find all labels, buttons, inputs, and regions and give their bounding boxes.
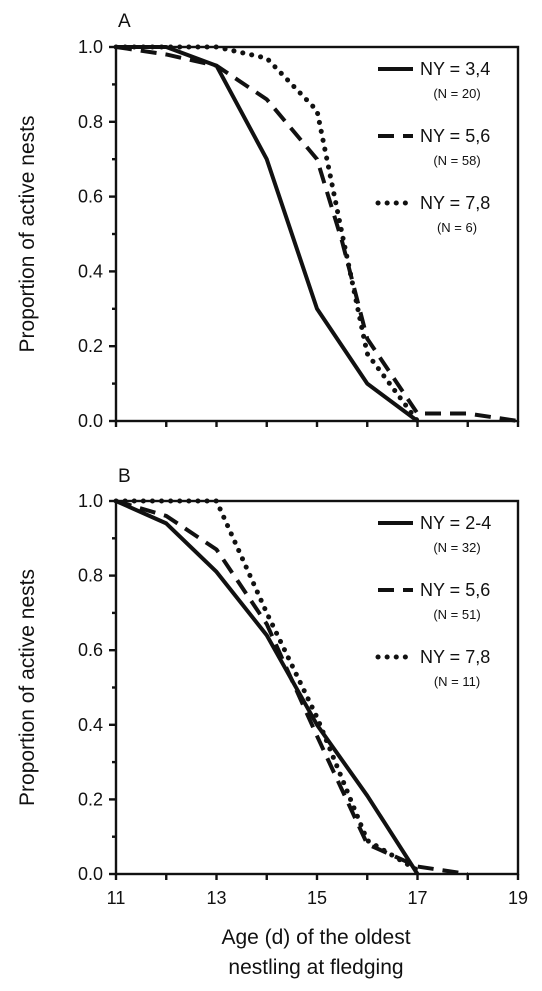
legend-sample-size: (N = 11) xyxy=(434,674,480,689)
series-line-dotted xyxy=(113,44,420,424)
y-axis-title: Proportion of active nests xyxy=(16,116,39,353)
legend-sample-size: (N = 20) xyxy=(433,86,480,101)
y-tick-label: 0.2 xyxy=(78,789,103,809)
legend-sample-size: (N = 58) xyxy=(433,153,480,168)
y-tick-label: 0.6 xyxy=(78,187,103,207)
legend-label: NY = 7,8 xyxy=(420,193,490,213)
series-line-solid xyxy=(116,45,419,423)
y-tick-label: 0.0 xyxy=(78,864,103,884)
y-tick-label: 0.8 xyxy=(78,566,103,586)
y-tick-label: 0.8 xyxy=(78,112,103,132)
legend-label: NY = 5,6 xyxy=(420,126,490,146)
plot-frame xyxy=(114,45,520,423)
legend-sample-size: (N = 6) xyxy=(437,220,477,235)
y-tick-label: 0.0 xyxy=(78,411,103,431)
y-tick-label: 0.2 xyxy=(78,336,103,356)
series-line-dashed xyxy=(115,45,519,423)
series-line-dotted xyxy=(113,498,420,873)
plot-frame xyxy=(114,499,520,876)
x-tick-label: 15 xyxy=(307,888,327,908)
y-tick-label: 0.4 xyxy=(78,715,103,735)
y-tick-label: 1.0 xyxy=(78,491,103,511)
legend-label: NY = 3,4 xyxy=(420,59,490,79)
x-tick-label: 13 xyxy=(206,888,226,908)
legend-label: NY = 7,8 xyxy=(420,647,490,667)
legend-label: NY = 5,6 xyxy=(420,580,490,600)
series-line-dashed xyxy=(115,499,469,876)
panel-letter: A xyxy=(118,11,131,32)
panel-a: A Proportion of active nests 0.0 0.2 0.4 0.6 0… xyxy=(16,11,520,431)
panel-letter: B xyxy=(118,466,131,487)
y-tick-label: 0.6 xyxy=(78,640,103,660)
panel-b: B Proportion of active nests 0.0 0.2 0.4 0.6 0… xyxy=(16,466,528,908)
legend-sample-size: (N = 32) xyxy=(433,540,480,555)
legend-sample-size: (N = 51) xyxy=(433,607,480,622)
x-axis-title-line1: Age (d) of the oldest xyxy=(221,926,410,949)
legend-label: NY = 2-4 xyxy=(420,513,491,533)
y-axis-title: Proportion of active nests xyxy=(16,569,39,806)
y-tick-label: 1.0 xyxy=(78,37,103,57)
x-tick-label: 11 xyxy=(107,888,126,908)
x-tick-label: 17 xyxy=(407,888,427,908)
series-line-solid xyxy=(115,499,420,876)
y-tick-label: 0.4 xyxy=(78,261,103,281)
x-axis-title-line2: nestling at fledging xyxy=(228,956,403,979)
x-tick-label: 19 xyxy=(508,888,528,908)
